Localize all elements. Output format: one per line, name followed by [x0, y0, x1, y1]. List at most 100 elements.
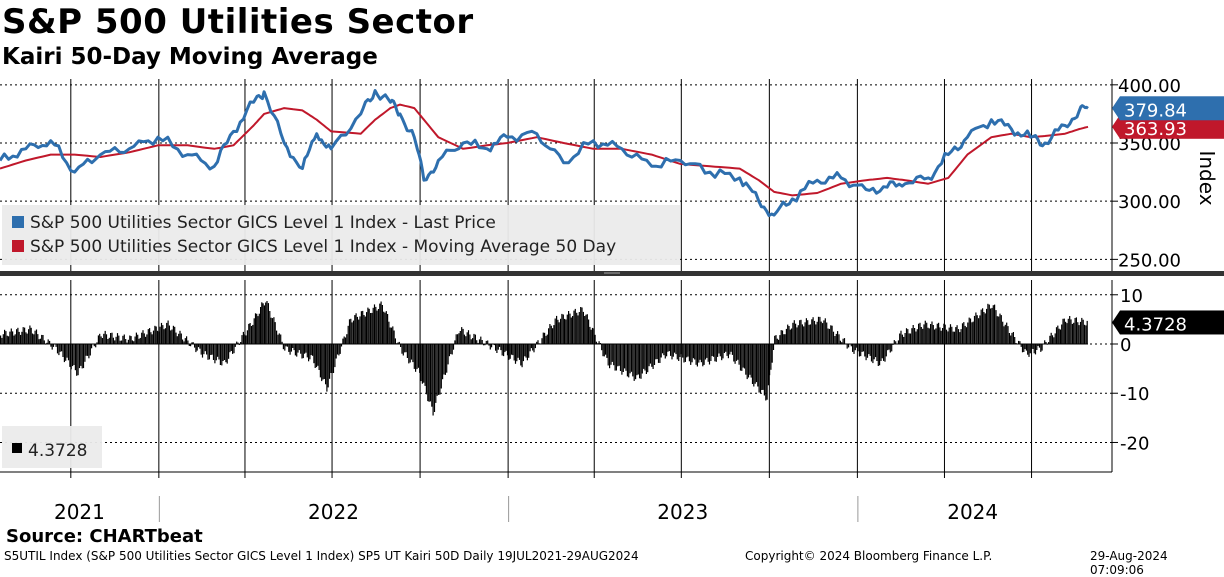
kairi-bar	[1032, 344, 1033, 349]
kairi-bar	[173, 326, 174, 344]
kairi-bar	[945, 325, 946, 344]
kairi-bar	[810, 324, 811, 344]
kairi-bar	[1052, 335, 1053, 344]
kairi-bar	[21, 332, 22, 344]
kairi-bar	[401, 344, 402, 354]
kairi-bar	[933, 325, 934, 344]
kairi-bar	[573, 311, 574, 344]
kairi-tag-text: 4.3728	[1124, 314, 1187, 335]
kairi-bar	[228, 344, 229, 359]
kairi-bar	[227, 344, 228, 364]
legend-entry: S&P 500 Utilities Sector GICS Level 1 In…	[30, 237, 616, 257]
kairi-bar	[690, 344, 691, 365]
legend-entry: S&P 500 Utilities Sector GICS Level 1 In…	[30, 213, 496, 233]
kairi-bar	[329, 344, 330, 379]
kairi-bar	[927, 328, 928, 344]
kairi-bar	[902, 335, 903, 344]
kairi-bar	[195, 344, 196, 352]
kairi-bar	[678, 344, 679, 361]
kairi-bar	[752, 344, 753, 384]
kairi-bar	[724, 344, 725, 353]
kairi-bar	[923, 324, 924, 344]
kairi-bar	[324, 344, 325, 379]
kairi-bar	[301, 344, 302, 359]
kairi-bar	[114, 340, 115, 344]
kairi-bar	[206, 344, 207, 355]
kairi-bar	[949, 328, 950, 344]
kairi-bar	[769, 344, 770, 375]
kairi-bar	[453, 344, 454, 350]
kairi-bar	[966, 327, 967, 344]
kairi-bar	[939, 327, 940, 344]
kairi-bar	[571, 318, 572, 345]
kairi-bar	[718, 344, 719, 354]
kairi-bar	[272, 318, 273, 344]
kairi-bar	[981, 310, 982, 344]
kairi-bar	[171, 330, 172, 345]
kairi-bar	[1064, 319, 1065, 344]
price-last-value-tag-text: 379.84	[1124, 100, 1187, 121]
kairi-bar	[454, 340, 455, 344]
kairi-bar	[714, 344, 715, 361]
kairi-bar	[320, 344, 321, 377]
kairi-bar	[518, 344, 519, 358]
kairi-bar	[639, 344, 640, 378]
kairi-bar	[747, 344, 748, 379]
kairi-bar	[392, 326, 393, 344]
kairi-bar	[84, 344, 85, 362]
kairi-bar	[825, 318, 826, 344]
kairi-bar	[269, 311, 270, 344]
kairi-bar	[963, 322, 964, 344]
kairi-bar	[465, 336, 466, 344]
kairi-bar	[186, 336, 187, 344]
kairi-bar	[818, 317, 819, 344]
kairi-bar	[815, 324, 816, 344]
kairi-bar	[150, 332, 151, 344]
kairi-bar	[508, 344, 509, 360]
kairi-bar	[461, 327, 462, 344]
kairi-bar	[31, 328, 32, 344]
year-label: 2021	[54, 500, 105, 524]
kairi-bar	[899, 334, 900, 345]
kairi-bar	[480, 337, 481, 344]
kairi-bar	[583, 312, 584, 344]
kairi-bar	[297, 344, 298, 353]
kairi-bar	[98, 335, 99, 344]
kairi-bar	[194, 344, 195, 348]
kairi-bar	[819, 317, 820, 344]
kairi-bar	[322, 344, 323, 380]
kairi-bar	[463, 329, 464, 344]
kairi-bar	[659, 344, 660, 363]
kairi-bar	[749, 344, 750, 375]
kairi-bar	[979, 315, 980, 344]
kairi-bar	[187, 341, 188, 345]
kairi-bar	[315, 344, 316, 368]
kairi-bar	[83, 344, 84, 368]
kairi-bar	[624, 344, 625, 368]
kairi-bar	[433, 344, 434, 416]
kairi-bar	[1036, 344, 1037, 350]
kairi-bar	[469, 335, 470, 345]
kairi-bar	[788, 326, 789, 344]
kairi-bar	[1027, 344, 1028, 355]
kairi-bar	[140, 338, 141, 344]
kairi-bar	[382, 305, 383, 344]
kairi-bar	[288, 344, 289, 352]
kairi-bar	[75, 344, 76, 370]
kairi-bar	[523, 344, 524, 361]
kairi-bar	[805, 322, 806, 344]
kairi-bar	[675, 344, 676, 354]
kairi-bar	[256, 314, 257, 344]
kairi-bar	[763, 344, 764, 390]
kairi-bar	[69, 344, 70, 367]
kairi-bar	[252, 325, 253, 344]
kairi-bar	[61, 344, 62, 351]
kairi-bar	[437, 344, 438, 396]
kairi-bar	[375, 307, 376, 344]
kairi-bar	[587, 314, 588, 344]
y-tick-label: 0	[1120, 335, 1131, 356]
kairi-bar	[260, 307, 261, 344]
kairi-bar	[128, 340, 129, 344]
kairi-bar	[1053, 337, 1054, 344]
kairi-bar	[479, 339, 480, 344]
